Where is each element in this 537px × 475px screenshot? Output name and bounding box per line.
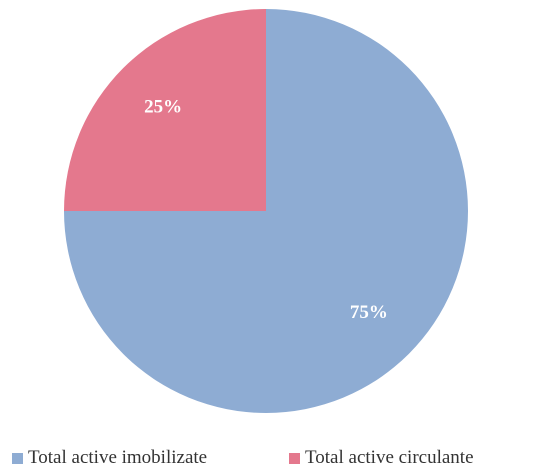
data-label-imobilizate: 75% — [350, 302, 388, 323]
legend-label-imobilizate: Total active imobilizate — [28, 447, 208, 468]
legend-item-imobilizate: Total active imobilizate — [12, 447, 207, 469]
chart-legend: Total active imobilizate Total active ci… — [0, 447, 537, 471]
legend-swatch-circulante — [289, 452, 300, 464]
legend-swatch-imobilizate — [12, 452, 23, 464]
pie-chart: 75% 25% — [64, 9, 468, 413]
data-label-circulante: 25% — [144, 97, 182, 118]
legend-item-circulante: Total active circulante — [289, 447, 474, 469]
pie-slice-circulante — [64, 9, 266, 211]
pie-slices — [64, 9, 468, 413]
pie-data-labels: 75% 25% — [144, 97, 388, 324]
legend-label-circulante: Total active circulante — [305, 447, 474, 468]
